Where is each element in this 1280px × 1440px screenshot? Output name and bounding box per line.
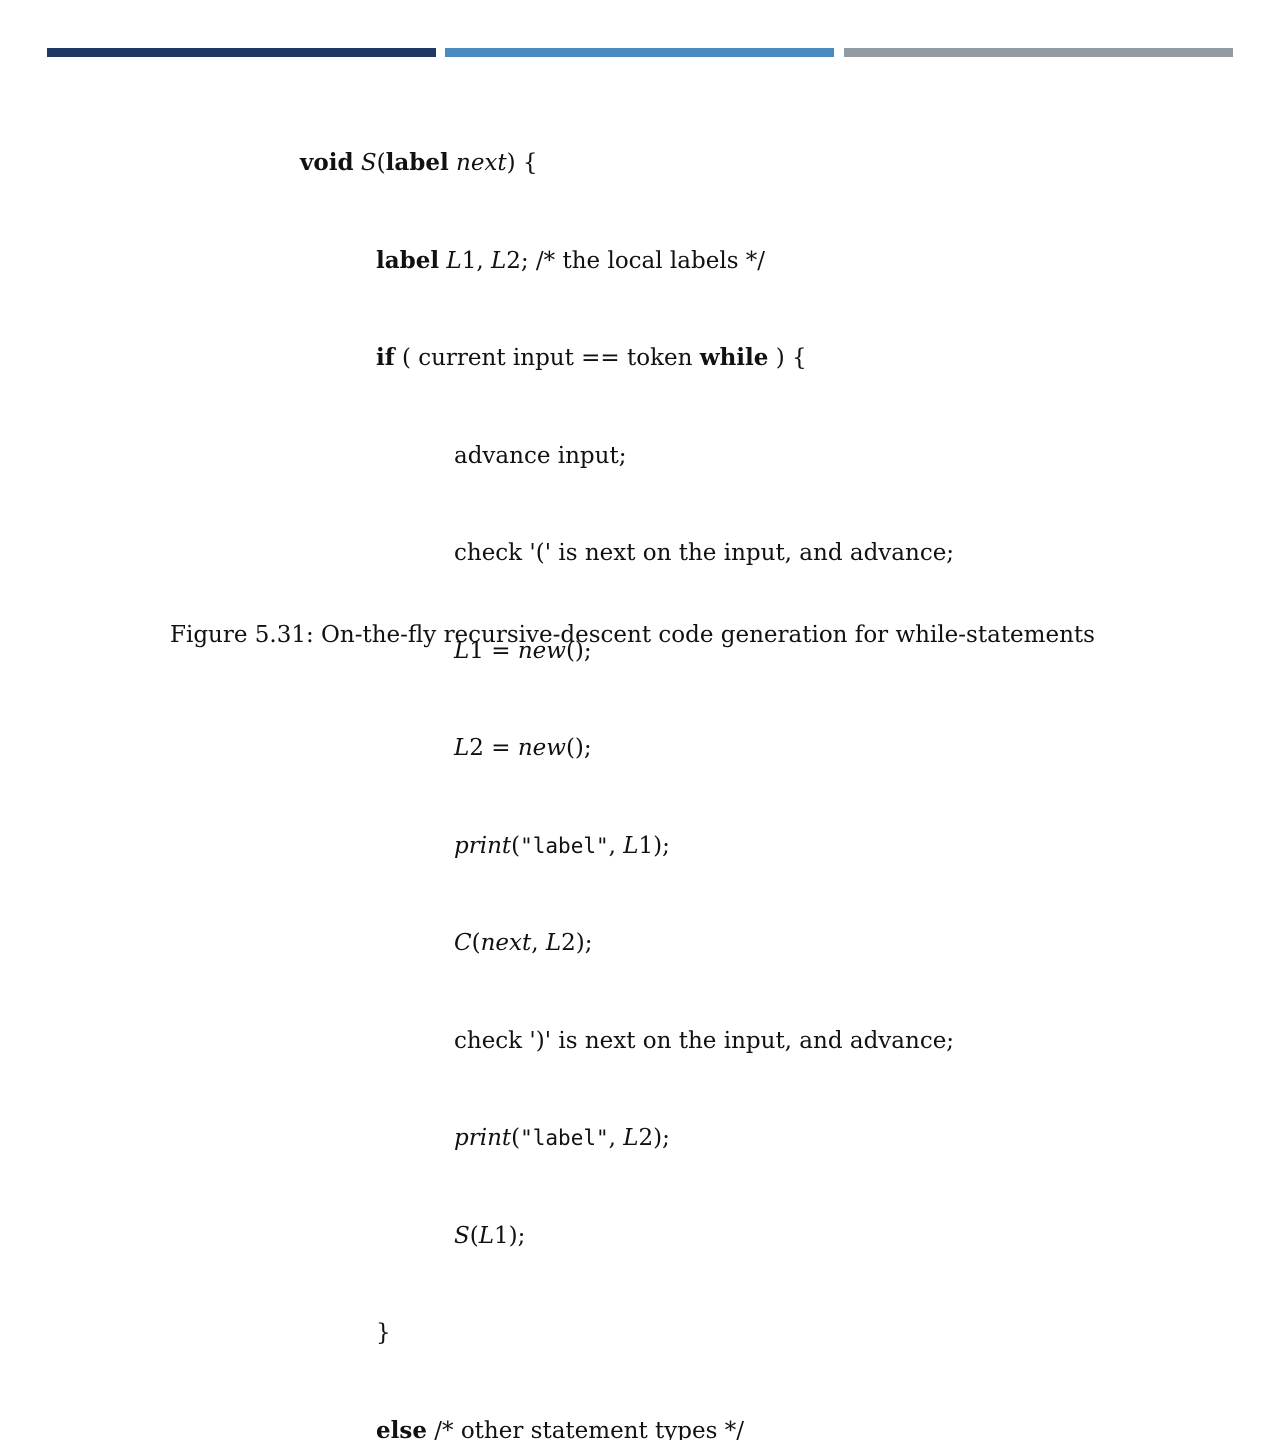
code-text: /* other statement types */ [427, 1418, 744, 1440]
punct: ( [377, 150, 386, 176]
parameter: next [456, 150, 507, 176]
keyword: if [376, 344, 395, 371]
function-name: print [454, 833, 511, 859]
keyword: label [386, 149, 449, 176]
parameter: next [481, 930, 532, 956]
code-line-2: label L1, L2; /* the local labels */ [300, 245, 954, 278]
code-text: check ')' is next on the input, and adva… [454, 1028, 954, 1054]
variable: L [479, 1223, 494, 1249]
code-line-12: S(L1); [300, 1220, 954, 1253]
variable: L [491, 248, 506, 274]
code-listing: void S(label next) { label L1, L2; /* th… [300, 82, 954, 1440]
code-text: 1, [462, 248, 491, 274]
keyword: else [376, 1417, 427, 1440]
header-bar-1 [47, 48, 436, 57]
punct: ( [511, 1125, 520, 1151]
code-text: ) { [768, 345, 806, 371]
code-text: 2 = [469, 735, 518, 761]
code-line-1: void S(label next) { [300, 147, 954, 180]
punct: ( [470, 1223, 479, 1249]
code-line-10: check ')' is next on the input, and adva… [300, 1025, 954, 1058]
space [354, 150, 361, 176]
keyword: label [376, 247, 439, 274]
code-text: advance input; [454, 443, 626, 469]
code-text: ( current input == token [395, 345, 700, 371]
code-text: 1); [639, 833, 670, 859]
space [449, 150, 456, 176]
code-line-5: check '(' is next on the input, and adva… [300, 537, 954, 570]
code-text: 1); [494, 1223, 525, 1249]
variable: L [623, 833, 638, 859]
punct: , [609, 833, 624, 859]
punct: , [609, 1125, 624, 1151]
function-name: C [454, 930, 472, 956]
variable: L [446, 248, 461, 274]
code-line-9: C(next, L2); [300, 927, 954, 960]
code-text: check '(' is next on the input, and adva… [454, 540, 954, 566]
function-name: S [454, 1223, 470, 1249]
code-line-14: else /* other statement types */ [300, 1415, 954, 1440]
punct: , [531, 930, 546, 956]
punct: ( [511, 833, 520, 859]
code-text: 2); [561, 930, 592, 956]
code-line-3: if ( current input == token while ) { [300, 342, 954, 375]
function-name: S [361, 150, 377, 176]
code-text: } [376, 1320, 391, 1346]
code-line-8: print("label", L1); [300, 830, 954, 863]
string-literal: "label" [520, 834, 609, 858]
code-text: 2; /* the local labels */ [506, 248, 765, 274]
variable: L [454, 735, 469, 761]
function-name: new [518, 735, 566, 761]
function-name: print [454, 1125, 511, 1151]
code-text: 2); [639, 1125, 670, 1151]
variable: L [623, 1125, 638, 1151]
keyword: void [300, 149, 354, 176]
header-bar-3 [844, 48, 1233, 57]
punct: ) { [507, 150, 538, 176]
code-text: (); [566, 735, 592, 761]
code-line-11: print("label", L2); [300, 1122, 954, 1155]
keyword: while [700, 344, 769, 371]
header-bar-2 [445, 48, 834, 57]
code-line-4: advance input; [300, 440, 954, 473]
code-line-7: L2 = new(); [300, 732, 954, 765]
string-literal: "label" [520, 1126, 609, 1150]
punct: ( [472, 930, 481, 956]
variable: L [546, 930, 561, 956]
figure-caption: Figure 5.31: On-the-fly recursive-descen… [170, 622, 1095, 648]
code-line-13: } [300, 1317, 954, 1350]
